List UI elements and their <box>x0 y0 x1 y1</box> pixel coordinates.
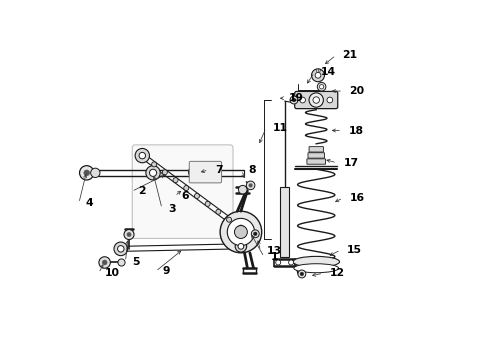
Circle shape <box>139 152 145 159</box>
Text: 1: 1 <box>270 252 278 262</box>
Text: 21: 21 <box>342 50 357 60</box>
Circle shape <box>246 181 254 190</box>
Circle shape <box>326 97 332 103</box>
Circle shape <box>191 169 198 175</box>
Text: 3: 3 <box>168 204 176 214</box>
Circle shape <box>99 257 110 268</box>
Ellipse shape <box>293 264 338 273</box>
FancyBboxPatch shape <box>294 91 337 109</box>
Circle shape <box>145 166 160 180</box>
Circle shape <box>237 225 244 231</box>
Circle shape <box>83 170 89 176</box>
Text: 19: 19 <box>288 93 303 103</box>
Text: 9: 9 <box>162 266 169 276</box>
Circle shape <box>312 97 319 103</box>
Circle shape <box>118 259 125 266</box>
Circle shape <box>238 185 246 194</box>
Circle shape <box>151 162 156 167</box>
FancyBboxPatch shape <box>308 147 323 152</box>
Circle shape <box>233 221 247 235</box>
Circle shape <box>319 85 323 89</box>
Circle shape <box>188 166 201 179</box>
Circle shape <box>299 97 305 103</box>
Circle shape <box>114 242 127 256</box>
Circle shape <box>238 243 244 249</box>
Circle shape <box>251 230 259 238</box>
Circle shape <box>292 98 295 102</box>
Circle shape <box>162 170 167 175</box>
Circle shape <box>288 260 293 265</box>
Ellipse shape <box>292 256 339 267</box>
Circle shape <box>220 211 261 253</box>
Text: 17: 17 <box>343 158 358 168</box>
Text: 20: 20 <box>349 86 364 96</box>
Circle shape <box>314 72 320 78</box>
FancyBboxPatch shape <box>306 159 325 164</box>
Text: 18: 18 <box>348 126 363 135</box>
FancyBboxPatch shape <box>132 145 233 238</box>
Circle shape <box>194 193 199 198</box>
Circle shape <box>126 232 131 237</box>
Circle shape <box>149 169 156 176</box>
Bar <box>280 187 288 257</box>
Circle shape <box>102 260 107 265</box>
Text: 14: 14 <box>320 67 335 77</box>
Text: 8: 8 <box>247 165 255 175</box>
Circle shape <box>311 69 324 82</box>
Text: 13: 13 <box>266 246 282 256</box>
Circle shape <box>248 184 252 187</box>
Circle shape <box>80 166 94 180</box>
Circle shape <box>215 209 221 214</box>
Circle shape <box>308 93 323 107</box>
Circle shape <box>124 229 134 239</box>
Circle shape <box>183 185 188 190</box>
Circle shape <box>234 226 247 238</box>
Circle shape <box>117 246 124 252</box>
Circle shape <box>90 168 100 177</box>
Text: 5: 5 <box>132 257 139 267</box>
Text: 10: 10 <box>105 268 120 278</box>
Text: 4: 4 <box>85 198 93 208</box>
Circle shape <box>227 219 254 246</box>
Text: 11: 11 <box>272 123 287 133</box>
Circle shape <box>297 270 305 278</box>
Circle shape <box>226 217 231 222</box>
Circle shape <box>289 96 297 104</box>
Circle shape <box>317 82 325 91</box>
Circle shape <box>135 148 149 163</box>
Text: 16: 16 <box>349 193 364 203</box>
Text: 6: 6 <box>181 191 188 201</box>
Circle shape <box>275 260 280 265</box>
Text: 7: 7 <box>215 165 222 175</box>
Text: 12: 12 <box>329 268 344 278</box>
Circle shape <box>205 201 210 206</box>
FancyBboxPatch shape <box>307 153 324 158</box>
Text: 15: 15 <box>346 245 361 255</box>
Circle shape <box>173 177 178 183</box>
FancyBboxPatch shape <box>189 161 221 183</box>
Text: 2: 2 <box>138 186 145 197</box>
Circle shape <box>300 272 303 276</box>
Circle shape <box>253 232 257 235</box>
Circle shape <box>235 240 246 252</box>
